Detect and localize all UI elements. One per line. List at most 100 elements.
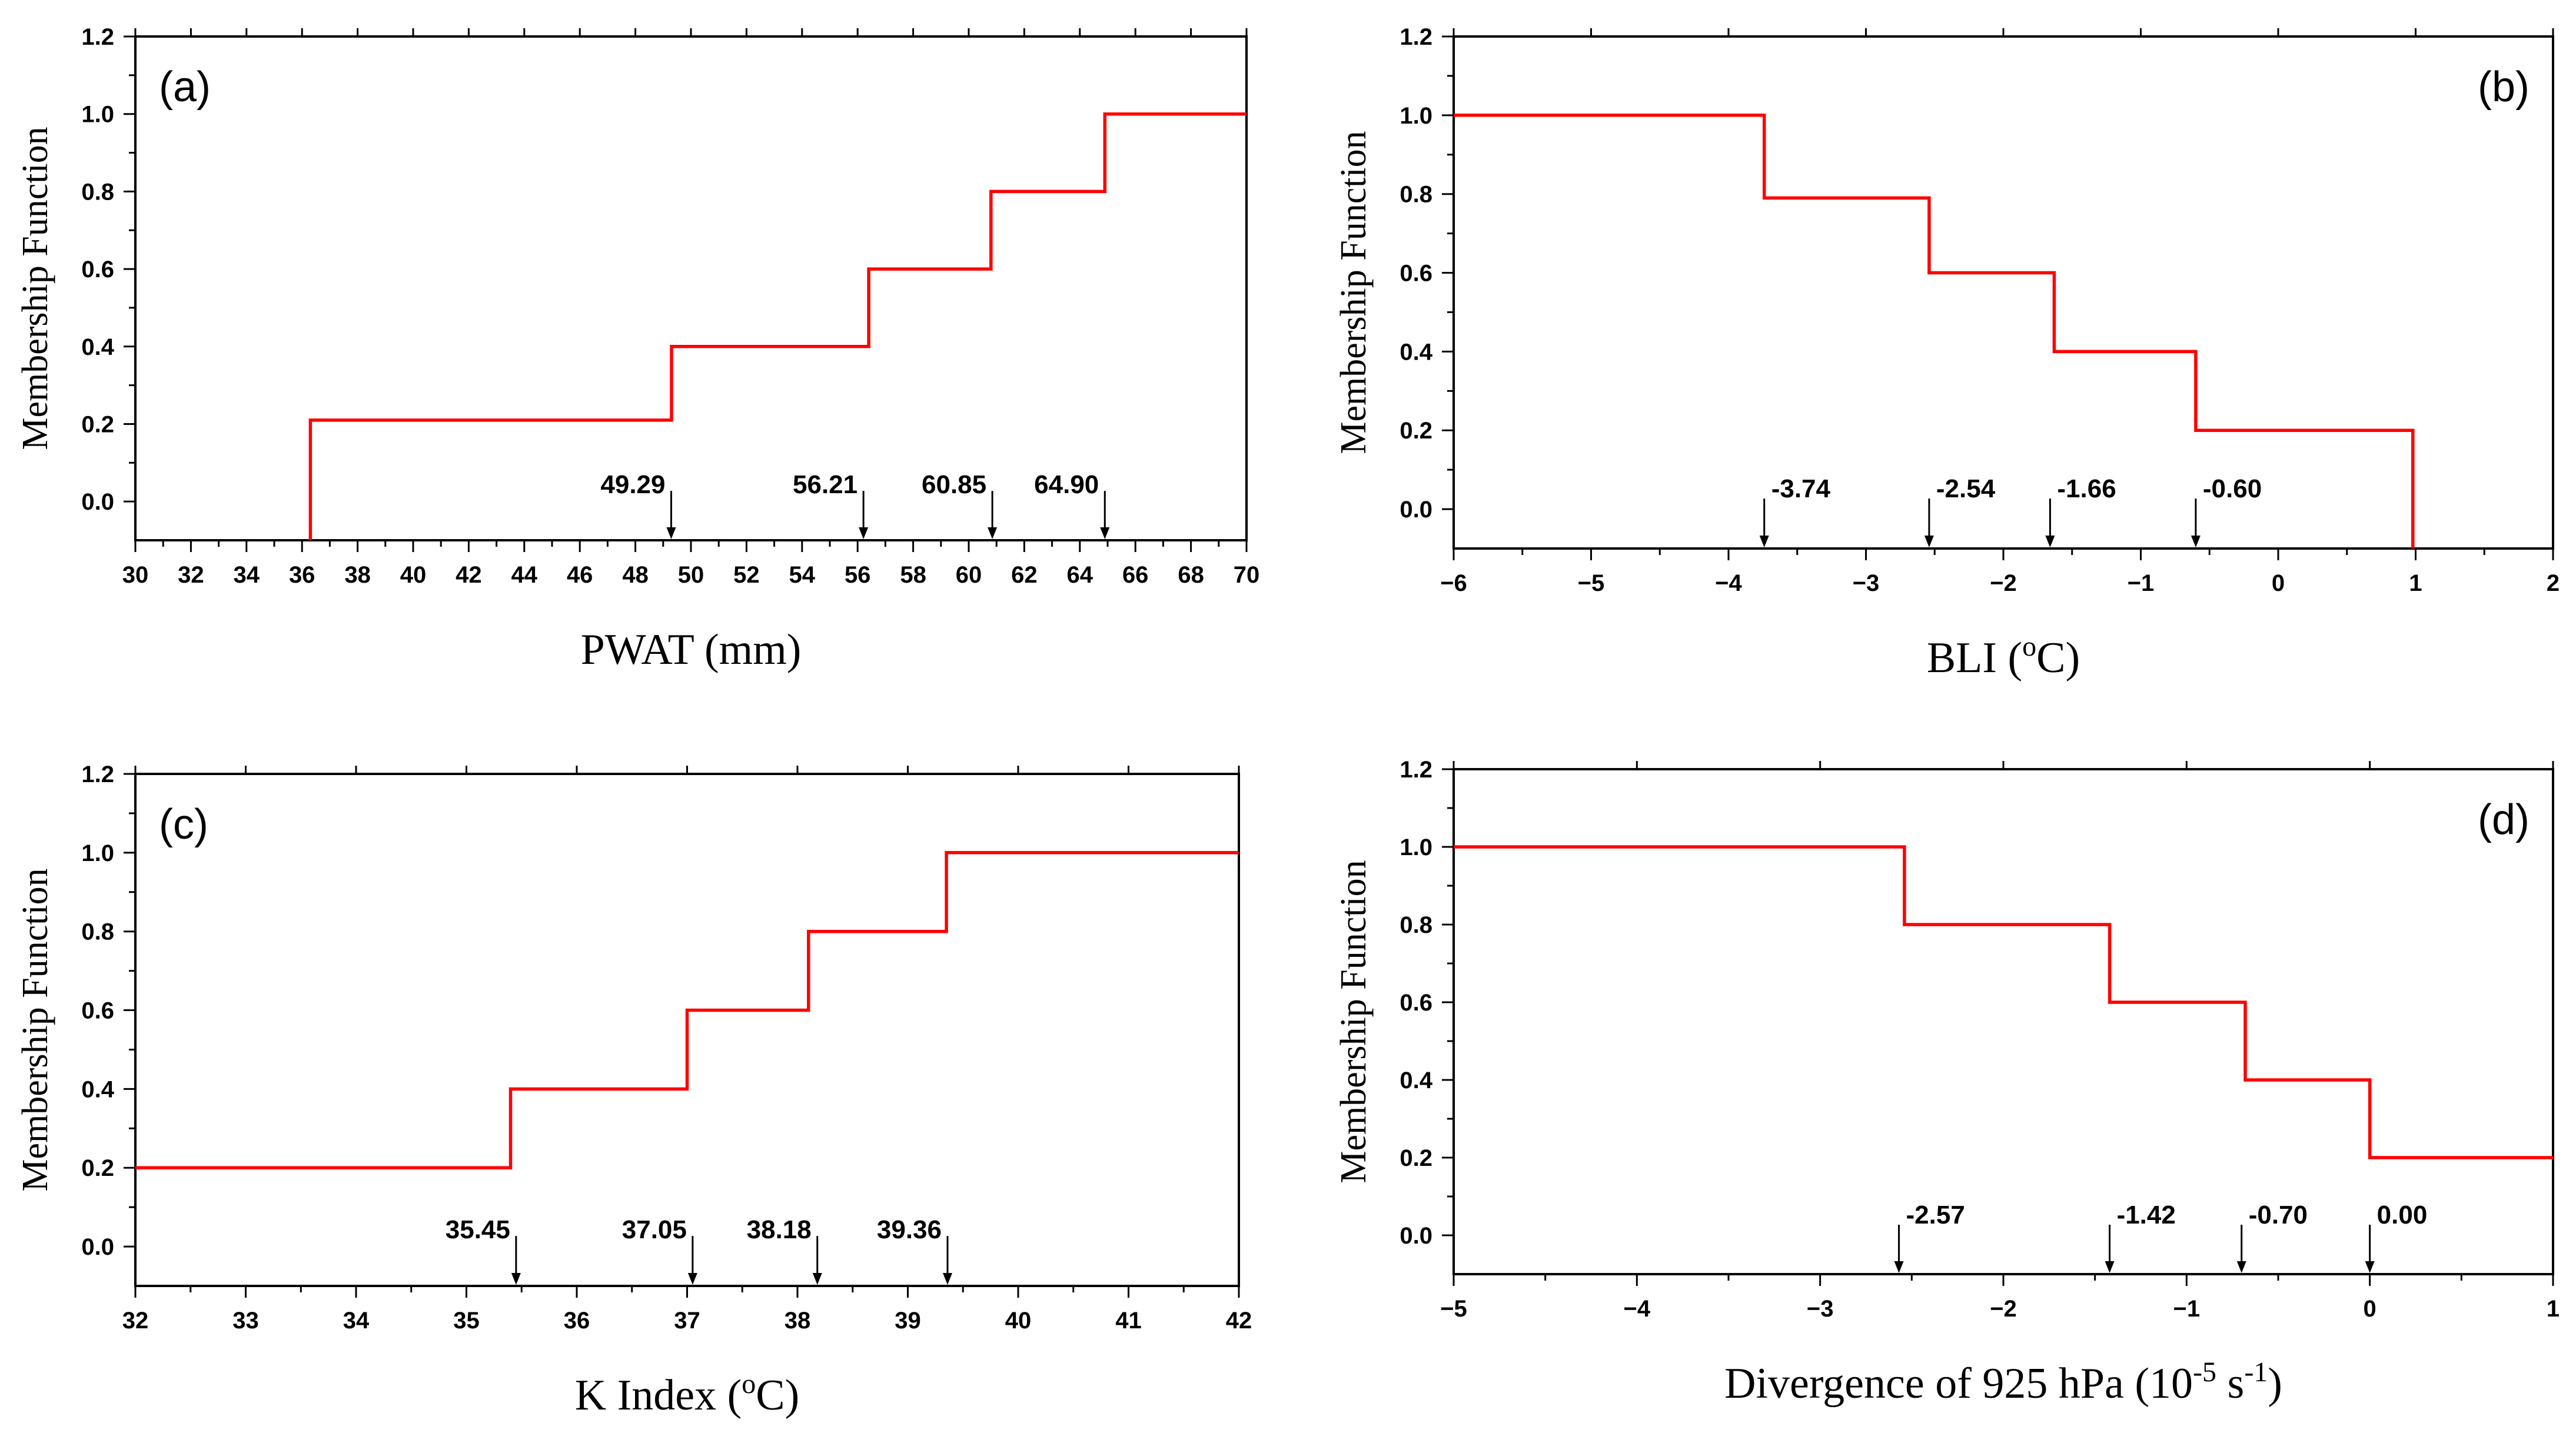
panel-a: 30 32 34 36 38 40 42 44 46 48 50 52 54 56 58 60 62 64 66 68… — [15, 24, 1259, 674]
x-tick-label: 60 — [956, 562, 982, 588]
x-tick-label: 32 — [178, 562, 204, 588]
threshold-arrow-head — [1100, 527, 1110, 539]
y-tick-label: 1.0 — [1400, 103, 1432, 129]
x-tick-label: 33 — [232, 1308, 259, 1334]
x-tick-label: 66 — [1122, 562, 1149, 588]
threshold-label: 49.29 — [600, 470, 665, 499]
plot-frame — [1452, 35, 2554, 550]
x-tick-label: −3 — [1853, 570, 1880, 596]
x-tick-label: 36 — [564, 1308, 590, 1334]
x-tick-label: 62 — [1011, 562, 1038, 588]
threshold-arrow-head — [2045, 536, 2055, 547]
threshold-arrow-head — [988, 527, 998, 539]
y-tick-label: 0.6 — [1400, 990, 1432, 1016]
x-tick-label: 44 — [511, 562, 538, 588]
threshold-arrow-head — [2105, 1261, 2115, 1273]
y-tick-label: 1.0 — [1400, 835, 1432, 860]
threshold-arrow-head — [2365, 1261, 2375, 1273]
x-tick-label: 56 — [845, 562, 871, 588]
y-axis-label: Membership Function — [1334, 131, 1374, 454]
threshold-arrow-head — [1759, 536, 1769, 547]
y-axis-label: Membership Function — [15, 868, 55, 1191]
membership-step-line — [308, 112, 1247, 540]
y-tick-label: 0.8 — [81, 179, 114, 205]
x-tick-label: 46 — [567, 562, 593, 588]
threshold-label: -3.74 — [1771, 474, 1831, 503]
y-axis-label: Membership Function — [15, 127, 55, 450]
x-tick-label: 48 — [622, 562, 649, 588]
y-tick-label: 0.0 — [81, 1234, 114, 1260]
y-tick-label: 0.8 — [1400, 912, 1432, 938]
threshold-arrow-head — [2191, 536, 2201, 547]
membership-step-line — [1454, 845, 2553, 1159]
y-tick-label: 1.0 — [81, 102, 114, 128]
x-tick-label: 70 — [1234, 562, 1260, 588]
x-tick-label: 38 — [344, 562, 371, 588]
x-axis-label: PWAT (mm) — [581, 626, 802, 674]
threshold-label: -2.54 — [1936, 474, 1996, 503]
y-tick-label: 0.0 — [1400, 1223, 1432, 1249]
x-axis-label: Divergence of 925 hPa (10-5 s-1) — [1724, 1357, 2282, 1408]
x-tick-label: −1 — [2128, 570, 2155, 596]
y-tick-label: 0.0 — [1400, 497, 1432, 523]
x-tick-label: 41 — [1115, 1308, 1142, 1334]
panel-tag: (a) — [159, 64, 211, 111]
x-tick-label: 30 — [122, 562, 149, 588]
x-tick-label: 50 — [678, 562, 704, 588]
x-tick-label: 40 — [400, 562, 427, 588]
threshold-arrow-head — [812, 1273, 822, 1285]
x-tick-label: −4 — [1624, 1296, 1651, 1322]
y-tick-label: 0.6 — [1400, 261, 1432, 287]
x-tick-label: 1 — [2409, 570, 2422, 596]
y-tick-label: 0.4 — [81, 334, 114, 360]
y-tick-label: 0.2 — [81, 411, 114, 437]
x-tick-label: 1 — [2547, 1296, 2560, 1322]
threshold-label: 60.85 — [922, 470, 986, 499]
panel-d: −5 −4 −3 −2 −1 0 1 0.0 0.2 0.4 0.6 0.8 1.0 1.2 -2.57 -1… — [1334, 757, 2560, 1408]
x-tick-label: −2 — [1990, 1296, 2017, 1322]
x-tick-label: 42 — [456, 562, 482, 588]
y-tick-label: 0.6 — [81, 257, 114, 282]
threshold-label: -1.66 — [2057, 474, 2116, 503]
y-tick-label: 1.2 — [1400, 24, 1432, 50]
x-tick-label: 40 — [1005, 1308, 1032, 1334]
x-tick-label: 42 — [1226, 1308, 1252, 1334]
x-tick-label: 34 — [234, 562, 260, 588]
threshold-arrow-head — [1894, 1261, 1904, 1273]
threshold-label: -2.57 — [1906, 1201, 1965, 1229]
panel-c: 32 33 34 35 36 37 38 39 40 41 42 0.0 0.2 0.4 0.6 0.8 1.0… — [15, 762, 1252, 1420]
threshold-label: -0.70 — [2249, 1201, 2308, 1229]
x-tick-label: −5 — [1440, 1296, 1467, 1322]
threshold-label: 39.36 — [877, 1215, 942, 1244]
threshold-label: 38.18 — [747, 1215, 812, 1244]
y-tick-label: 0.8 — [1400, 182, 1432, 208]
x-tick-label: −6 — [1440, 570, 1467, 596]
threshold-arrow-head — [859, 527, 869, 539]
threshold-label: 64.90 — [1034, 470, 1099, 499]
membership-step-line — [135, 851, 1239, 1169]
x-tick-label: 35 — [453, 1308, 480, 1334]
x-tick-label: 37 — [674, 1308, 700, 1334]
threshold-label: -0.60 — [2203, 474, 2262, 503]
x-tick-label: 68 — [1178, 562, 1204, 588]
threshold-label: 0.00 — [2377, 1201, 2428, 1229]
x-tick-label: −5 — [1578, 570, 1605, 596]
threshold-label: -1.42 — [2117, 1201, 2176, 1229]
x-tick-label: 52 — [733, 562, 760, 588]
x-axis-label: K Index (oC) — [575, 1368, 800, 1420]
x-axis-label: BLI (oC) — [1927, 631, 2080, 682]
x-tick-label: 0 — [2364, 1296, 2376, 1322]
y-tick-label: 0.2 — [81, 1155, 114, 1181]
y-tick-label: 0.2 — [1400, 418, 1432, 444]
x-tick-label: 0 — [2272, 570, 2285, 596]
threshold-label: 56.21 — [793, 470, 857, 499]
x-tick-label: 34 — [343, 1308, 370, 1334]
threshold-arrow-head — [943, 1273, 952, 1285]
y-tick-label: 1.2 — [1400, 757, 1432, 783]
y-tick-label: 1.2 — [81, 762, 114, 787]
y-tick-label: 0.4 — [81, 1076, 114, 1102]
y-tick-label: 0.6 — [81, 998, 114, 1024]
threshold-arrow-head — [1924, 536, 1934, 547]
x-tick-label: 2 — [2547, 570, 2560, 596]
